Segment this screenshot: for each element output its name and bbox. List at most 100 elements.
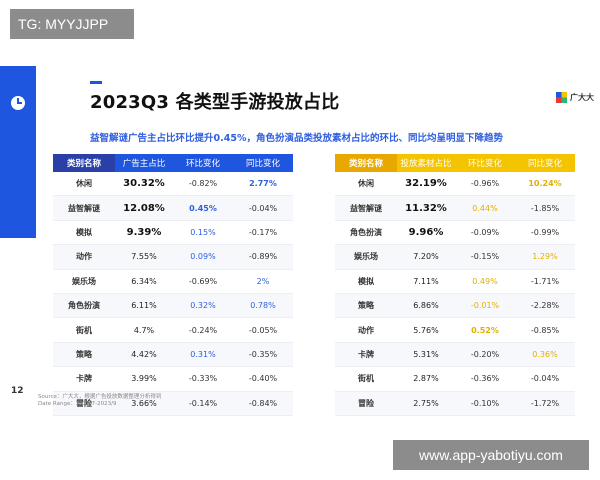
mom-cell: -0.14% <box>173 391 233 416</box>
share-cell: 5.76% <box>397 317 455 343</box>
table-row: 策略 4.42% 0.31% -0.35% <box>53 342 293 368</box>
category-cell: 休闲 <box>53 172 115 197</box>
source-line: Source：广大大，根据广告投放数据整理分析得到 <box>38 394 162 400</box>
share-cell: 6.86% <box>397 293 455 319</box>
table-row: 卡牌 5.31% -0.20% 0.36% <box>335 342 575 368</box>
table-row: 角色扮演 9.96% -0.09% -0.99% <box>335 220 575 246</box>
mom-cell: 0.49% <box>455 269 515 294</box>
yoy-cell: -0.89% <box>233 244 293 270</box>
brand-logo: 广大大 <box>556 92 594 103</box>
col-header-share: 投放素材占比 <box>397 154 455 172</box>
share-cell: 5.31% <box>397 342 455 368</box>
col-header-share: 广告主占比 <box>115 154 173 172</box>
share-cell: 12.08% <box>115 195 173 221</box>
mom-cell: 0.31% <box>173 342 233 368</box>
category-cell: 角色扮演 <box>53 293 115 319</box>
mom-cell: -0.15% <box>455 244 515 270</box>
category-cell: 动作 <box>335 317 397 343</box>
share-cell: 11.32% <box>397 195 455 221</box>
mom-cell: -0.36% <box>455 366 515 392</box>
share-cell: 3.66% <box>115 391 173 416</box>
share-cell: 6.11% <box>115 293 173 319</box>
table-row: 动作 7.55% 0.09% -0.89% <box>53 244 293 270</box>
creative-share-table: 类别名称 投放素材占比 环比变化 同比变化 休闲 32.19% -0.96% 1… <box>335 154 575 416</box>
page-title: 2023Q3 各类型手游投放占比 <box>90 92 340 113</box>
table-row: 动作 5.76% 0.52% -0.85% <box>335 317 575 343</box>
mom-cell: 0.09% <box>173 244 233 270</box>
mom-cell: -0.69% <box>173 269 233 294</box>
title-accent <box>90 81 102 84</box>
brand-name: 广大大 <box>570 93 594 102</box>
table-row: 冒险 3.66% -0.14% -0.84% <box>53 391 293 416</box>
yoy-cell: -0.84% <box>233 391 293 416</box>
date-range-line: Date Range：2022/7-2023/9 <box>38 401 117 407</box>
yoy-cell: -0.40% <box>233 366 293 392</box>
table-row: 街机 2.87% -0.36% -0.04% <box>335 366 575 392</box>
category-cell: 益智解谜 <box>335 195 397 221</box>
yoy-cell: 10.24% <box>515 172 575 197</box>
yoy-cell: -1.72% <box>515 391 575 416</box>
watermark-top: TG: MYYJJPP <box>10 9 134 39</box>
category-cell: 模拟 <box>335 269 397 294</box>
col-header-mom: 环比变化 <box>455 154 515 172</box>
share-cell: 7.11% <box>397 269 455 294</box>
mom-cell: -0.09% <box>455 220 515 246</box>
category-cell: 策略 <box>335 293 397 319</box>
yoy-cell: -1.71% <box>515 269 575 294</box>
yoy-cell: -0.35% <box>233 342 293 368</box>
col-header-yoy: 同比变化 <box>515 154 575 172</box>
share-cell: 6.34% <box>115 269 173 294</box>
share-cell: 2.87% <box>397 366 455 392</box>
col-header-mom: 环比变化 <box>173 154 233 172</box>
yoy-cell: 2.77% <box>233 172 293 197</box>
table-row: 卡牌 3.99% -0.33% -0.40% <box>53 366 293 392</box>
table-row: 策略 6.86% -0.01% -2.28% <box>335 293 575 319</box>
mom-cell: -0.82% <box>173 172 233 197</box>
yoy-cell: 1.29% <box>515 244 575 270</box>
yoy-cell: -2.28% <box>515 293 575 319</box>
share-cell: 3.99% <box>115 366 173 392</box>
share-cell: 7.55% <box>115 244 173 270</box>
category-cell: 策略 <box>53 342 115 368</box>
category-cell: 冒险 <box>53 391 115 416</box>
table-row: 休闲 32.19% -0.96% 10.24% <box>335 172 575 197</box>
col-header-yoy: 同比变化 <box>233 154 293 172</box>
side-accent-bar <box>0 66 36 238</box>
mom-cell: -0.24% <box>173 317 233 343</box>
mom-cell: 0.32% <box>173 293 233 319</box>
mom-cell: -0.20% <box>455 342 515 368</box>
yoy-cell: 0.36% <box>515 342 575 368</box>
advertiser-share-table: 类别名称 广告主占比 环比变化 同比变化 休闲 30.32% -0.82% 2.… <box>53 154 293 416</box>
col-header-category: 类别名称 <box>335 154 397 172</box>
yoy-cell: 0.78% <box>233 293 293 319</box>
yoy-cell: -0.05% <box>233 317 293 343</box>
table-row: 益智解谜 12.08% 0.45% -0.04% <box>53 195 293 221</box>
table-row: 角色扮演 6.11% 0.32% 0.78% <box>53 293 293 319</box>
yoy-cell: -0.99% <box>515 220 575 246</box>
source-note: Source：广大大，根据广告投放数据整理分析得到 Date Range：202… <box>38 394 161 408</box>
mom-cell: -0.33% <box>173 366 233 392</box>
mom-cell: -0.10% <box>455 391 515 416</box>
mom-cell: 0.52% <box>455 317 515 343</box>
yoy-cell: -1.85% <box>515 195 575 221</box>
share-cell: 9.39% <box>115 220 173 246</box>
share-cell: 9.96% <box>397 220 455 246</box>
share-cell: 4.7% <box>115 317 173 343</box>
table-row: 娱乐场 7.20% -0.15% 1.29% <box>335 244 575 270</box>
category-cell: 卡牌 <box>53 366 115 392</box>
table-row: 模拟 9.39% 0.15% -0.17% <box>53 220 293 246</box>
mom-cell: 0.15% <box>173 220 233 246</box>
share-cell: 2.75% <box>397 391 455 416</box>
share-cell: 4.42% <box>115 342 173 368</box>
col-header-category: 类别名称 <box>53 154 115 172</box>
mom-cell: 0.44% <box>455 195 515 221</box>
page-subtitle: 益智解谜广告主占比环比提升0.45%，角色扮演品类投放素材占比的环比、同比均呈明… <box>90 133 503 144</box>
category-cell: 角色扮演 <box>335 220 397 246</box>
category-cell: 卡牌 <box>335 342 397 368</box>
yoy-cell: -0.17% <box>233 220 293 246</box>
category-cell: 动作 <box>53 244 115 270</box>
yoy-cell: 2% <box>233 269 293 294</box>
category-cell: 街机 <box>335 366 397 392</box>
table-row: 休闲 30.32% -0.82% 2.77% <box>53 172 293 197</box>
mom-cell: 0.45% <box>173 195 233 221</box>
